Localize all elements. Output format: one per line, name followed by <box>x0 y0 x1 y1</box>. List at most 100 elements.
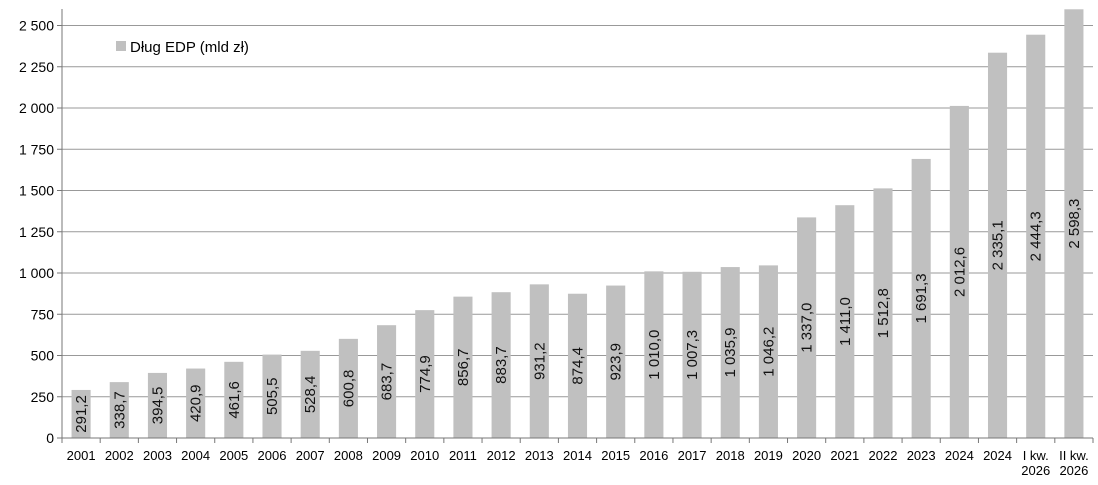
bar-value-label: 883,7 <box>493 346 510 384</box>
bar-value-label: 856,7 <box>455 349 472 387</box>
x-category-label: 2016 <box>639 448 668 463</box>
bar-value-label: 2 598,3 <box>1066 199 1083 249</box>
bar <box>720 267 740 438</box>
bar <box>262 354 282 438</box>
x-category-label: 2015 <box>601 448 630 463</box>
bar <box>1026 34 1046 439</box>
bar-value-label: 1 691,3 <box>913 273 930 323</box>
bar-value-label: 338,7 <box>111 391 128 429</box>
x-category-label: 2007 <box>296 448 325 463</box>
bar <box>453 296 473 438</box>
y-tick-label: 1 000 <box>19 265 54 281</box>
bar <box>644 271 664 438</box>
bar-value-label: 528,4 <box>302 376 319 414</box>
bar <box>682 271 702 438</box>
x-category-label: 2006 <box>258 448 287 463</box>
x-category-label: 2002 <box>105 448 134 463</box>
bar <box>987 52 1008 439</box>
x-category-label: 2005 <box>219 448 248 463</box>
bar-value-label: 774,9 <box>417 355 434 393</box>
bar-value-label: 1 512,8 <box>875 288 892 338</box>
bar-value-label: 420,9 <box>188 385 205 423</box>
y-tick-label: 500 <box>31 348 55 364</box>
bar <box>797 217 817 438</box>
x-category-label: I kw. <box>1023 448 1049 463</box>
x-category-label: 2026 <box>1021 463 1050 478</box>
x-category-label: 2004 <box>181 448 210 463</box>
bar-value-label: 1 010,0 <box>646 330 663 380</box>
bar <box>491 292 511 438</box>
bar-value-label: 600,8 <box>340 370 357 408</box>
bar <box>147 372 168 438</box>
bars: 291,2 338,7 394,5 420,9 461,6 505,5 528,4 600,8… <box>71 9 1084 439</box>
bar <box>109 382 129 438</box>
bar-value-label: 461,6 <box>226 381 243 419</box>
bar <box>338 338 358 438</box>
bar <box>1064 9 1084 439</box>
x-category-label: 2014 <box>563 448 592 463</box>
x-category-label: 2013 <box>525 448 554 463</box>
bar-value-label: 1 007,3 <box>684 330 701 380</box>
x-category-label: 2020 <box>792 448 821 463</box>
bar <box>567 293 588 438</box>
y-axis: 0 250 500 750 1 000 1 250 1 500 1 750 2 000 2 250… <box>19 9 63 446</box>
bar <box>224 361 244 438</box>
bar <box>415 310 435 438</box>
y-tick-label: 0 <box>46 430 54 446</box>
bar <box>606 285 626 438</box>
x-category-label: 2001 <box>67 448 96 463</box>
x-axis: 2001 2002 2003 2004 2005 2006 2007 2008 2009 2010… <box>61 437 1094 478</box>
x-category-label: 2023 <box>907 448 936 463</box>
bar <box>758 265 778 438</box>
y-tick-label: 750 <box>31 306 55 322</box>
x-category-label: 2008 <box>334 448 363 463</box>
bar <box>529 284 549 438</box>
bar-value-label: 505,5 <box>264 378 281 416</box>
bar <box>377 325 397 438</box>
y-tick-label: 1 250 <box>19 224 54 240</box>
bar-value-label: 923,9 <box>608 343 625 381</box>
x-category-label: 2024 <box>983 448 1012 463</box>
legend: Dług EDP (mld zł) <box>116 39 249 56</box>
y-tick-label: 250 <box>31 389 55 405</box>
y-tick-label: 2 500 <box>19 18 54 34</box>
x-category-label: 2019 <box>754 448 783 463</box>
bar <box>873 188 893 438</box>
x-category-label: 2018 <box>716 448 745 463</box>
legend-swatch <box>116 41 126 51</box>
bar <box>71 389 91 438</box>
x-category-label: 2021 <box>830 448 859 463</box>
bar <box>911 158 931 439</box>
bar-value-label: 2 335,1 <box>990 220 1007 270</box>
bar-value-label: 874,4 <box>570 347 587 385</box>
x-category-label: 2026 <box>1059 463 1088 478</box>
bar-value-label: 1 046,2 <box>760 327 777 377</box>
bar-value-label: 683,7 <box>379 363 396 401</box>
bar-value-label: 931,2 <box>531 342 548 380</box>
x-category-label: 2010 <box>410 448 439 463</box>
x-category-label: II kw. <box>1059 448 1089 463</box>
bar-value-label: 1 411,0 <box>837 297 854 346</box>
bar-value-label: 394,5 <box>149 387 166 425</box>
x-category-label: 2022 <box>869 448 898 463</box>
y-tick-label: 1 750 <box>19 141 54 157</box>
legend-label: Dług EDP (mld zł) <box>130 39 249 56</box>
bar <box>949 105 969 439</box>
bar-value-label: 291,2 <box>73 395 90 433</box>
x-category-label: 2017 <box>678 448 707 463</box>
bar-value-label: 2 444,3 <box>1028 211 1045 261</box>
x-category-label: 2012 <box>487 448 516 463</box>
bar <box>835 205 855 438</box>
x-category-label: 2024 <box>945 448 974 463</box>
y-tick-label: 2 000 <box>19 100 54 116</box>
x-category-label: 2003 <box>143 448 172 463</box>
y-tick-label: 1 500 <box>19 183 54 199</box>
bar-value-label: 1 337,0 <box>799 303 816 353</box>
x-category-label: 2009 <box>372 448 401 463</box>
bar-value-label: 2 012,6 <box>951 247 968 297</box>
bar <box>300 350 320 438</box>
y-tick-label: 2 250 <box>19 59 54 75</box>
bar-value-label: 1 035,9 <box>722 328 739 378</box>
bar <box>186 368 206 438</box>
